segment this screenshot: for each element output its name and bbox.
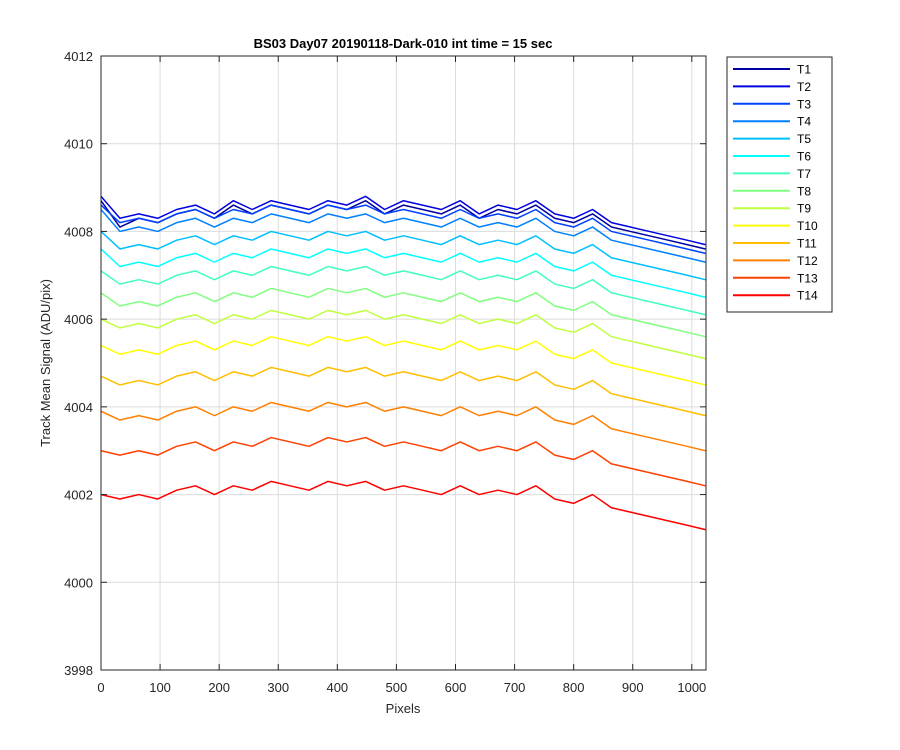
- series-line-t8: [101, 287, 706, 338]
- y-tick-label: 4006: [64, 312, 93, 327]
- legend-label-t4: T4: [797, 115, 811, 129]
- x-tick-label: 1000: [677, 680, 706, 695]
- y-axis-ticks: 3998 4000 4002 4004 4006 4008 4010 4012: [64, 49, 706, 678]
- legend-label-t1: T1: [797, 63, 811, 77]
- legend-label-t3: T3: [797, 97, 811, 111]
- legend-label-t6: T6: [797, 150, 811, 164]
- y-tick-label: 4012: [64, 49, 93, 64]
- series-line-t9: [101, 309, 706, 360]
- legend: T1 T2 T3 T4 T5 T6 T7 T8 T9 T10 T11 T12 T13 T14: [726, 56, 833, 313]
- x-tick-label: 900: [622, 680, 644, 695]
- series-line-t10: [101, 335, 706, 386]
- x-tick-label: 500: [386, 680, 408, 695]
- series-line-t14: [101, 480, 706, 531]
- series-lines: [101, 195, 706, 531]
- series-line-t4: [101, 209, 706, 263]
- x-tick-label: 700: [504, 680, 526, 695]
- y-tick-label: 4010: [64, 137, 93, 152]
- x-tick-label: 200: [208, 680, 230, 695]
- series-line-t2: [101, 195, 706, 246]
- y-tick-label: 4000: [64, 575, 93, 590]
- series-line-t3: [101, 204, 706, 255]
- x-axis-ticks: 0 100 200 300 400 500 600 700 800 900 1000: [97, 56, 706, 695]
- series-line-t7: [101, 265, 706, 316]
- x-tick-label: 400: [326, 680, 348, 695]
- x-tick-label: 600: [445, 680, 467, 695]
- y-tick-label: 4004: [64, 400, 93, 415]
- legend-label-t13: T13: [797, 271, 818, 285]
- legend-label-t5: T5: [797, 132, 811, 146]
- series-line-t13: [101, 436, 706, 487]
- legend-label-t10: T10: [797, 219, 818, 233]
- y-tick-label: 3998: [64, 663, 93, 678]
- legend-label-t11: T11: [797, 237, 817, 251]
- series-line-t11: [101, 366, 706, 417]
- x-axis-label: Pixels: [386, 701, 421, 716]
- legend-box: [726, 56, 833, 313]
- legend-label-t14: T14: [797, 289, 818, 303]
- x-tick-label: 100: [149, 680, 171, 695]
- legend-label-t8: T8: [797, 184, 811, 198]
- y-axis-label: Track Mean Signal (ADU/pix): [38, 279, 53, 447]
- legend-label-t9: T9: [797, 202, 811, 216]
- y-tick-label: 4002: [64, 488, 93, 503]
- legend-label-t7: T7: [797, 167, 811, 181]
- x-tick-label: 0: [97, 680, 104, 695]
- series-line-t5: [101, 230, 706, 281]
- x-tick-label: 800: [563, 680, 585, 695]
- series-line-t6: [101, 248, 706, 298]
- plot-frame: [100, 55, 707, 671]
- legend-label-t2: T2: [797, 80, 811, 94]
- x-tick-label: 300: [267, 680, 289, 695]
- plot-area: [101, 56, 706, 670]
- chart-title: BS03 Day07 20190118-Dark-010 int time = …: [254, 36, 553, 51]
- legend-label-t12: T12: [797, 254, 818, 268]
- series-line-t12: [101, 401, 706, 452]
- y-tick-label: 4008: [64, 224, 93, 239]
